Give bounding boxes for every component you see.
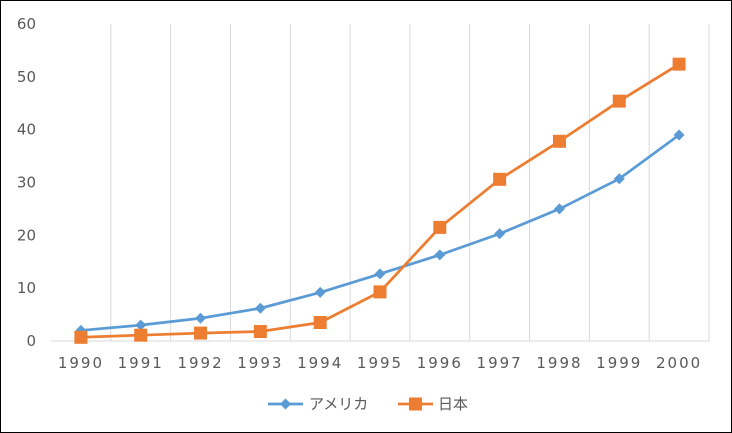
y-tick-label: 40 <box>17 121 36 139</box>
diamond-marker <box>673 129 685 141</box>
square-marker <box>409 397 422 411</box>
square-marker <box>134 328 148 342</box>
series-group <box>74 57 686 344</box>
diamond-marker <box>195 312 207 324</box>
x-tick-label: 2000 <box>656 354 702 372</box>
x-tick-label: 1998 <box>536 354 582 372</box>
square-marker <box>672 57 686 71</box>
y-axis-ticks: 0 10 20 30 40 50 60 <box>17 15 36 350</box>
y-tick-label: 0 <box>26 332 36 350</box>
square-marker <box>74 330 88 344</box>
square-marker <box>373 285 387 299</box>
y-tick-label: 20 <box>17 226 36 244</box>
square-marker <box>552 134 566 148</box>
x-tick-label: 1992 <box>177 354 223 372</box>
series-2 <box>74 57 686 344</box>
legend-item-1: アメリカ <box>268 395 368 413</box>
square-marker <box>612 94 626 108</box>
square-marker <box>493 172 507 186</box>
diamond-marker <box>613 173 625 185</box>
x-tick-label: 1990 <box>58 354 104 372</box>
legend-label: 日本 <box>438 395 468 413</box>
diamond-marker <box>434 249 446 261</box>
y-tick-label: 60 <box>17 15 36 33</box>
x-tick-label: 1993 <box>237 354 283 372</box>
square-marker <box>433 220 447 234</box>
y-tick-label: 10 <box>17 279 36 297</box>
legend-item-2: 日本 <box>398 395 468 413</box>
series-1 <box>75 129 685 336</box>
x-tick-label: 1997 <box>477 354 523 372</box>
x-tick-label: 1991 <box>118 354 164 372</box>
legend: アメリカ 日本 <box>268 395 468 413</box>
x-tick-label: 1994 <box>297 354 343 372</box>
x-axis-ticks: 1990 1991 1992 1993 1994 1995 1996 1997 1998 1999… <box>58 354 702 372</box>
y-tick-label: 30 <box>17 174 36 192</box>
diamond-marker <box>374 268 386 280</box>
diamond-marker <box>254 302 266 314</box>
square-marker <box>194 326 208 340</box>
diamond-marker <box>494 228 506 240</box>
square-marker <box>313 316 327 330</box>
diamond-marker <box>280 398 291 410</box>
x-tick-label: 1999 <box>596 354 642 372</box>
y-tick-label: 50 <box>17 68 36 86</box>
square-marker <box>253 324 267 338</box>
diamond-marker <box>553 203 565 215</box>
diamond-marker <box>314 286 326 298</box>
x-tick-label: 1996 <box>417 354 463 372</box>
legend-label: アメリカ <box>309 395 368 413</box>
x-tick-label: 1995 <box>357 354 403 372</box>
diamond-marker <box>135 319 147 331</box>
grid-lines <box>110 24 710 341</box>
